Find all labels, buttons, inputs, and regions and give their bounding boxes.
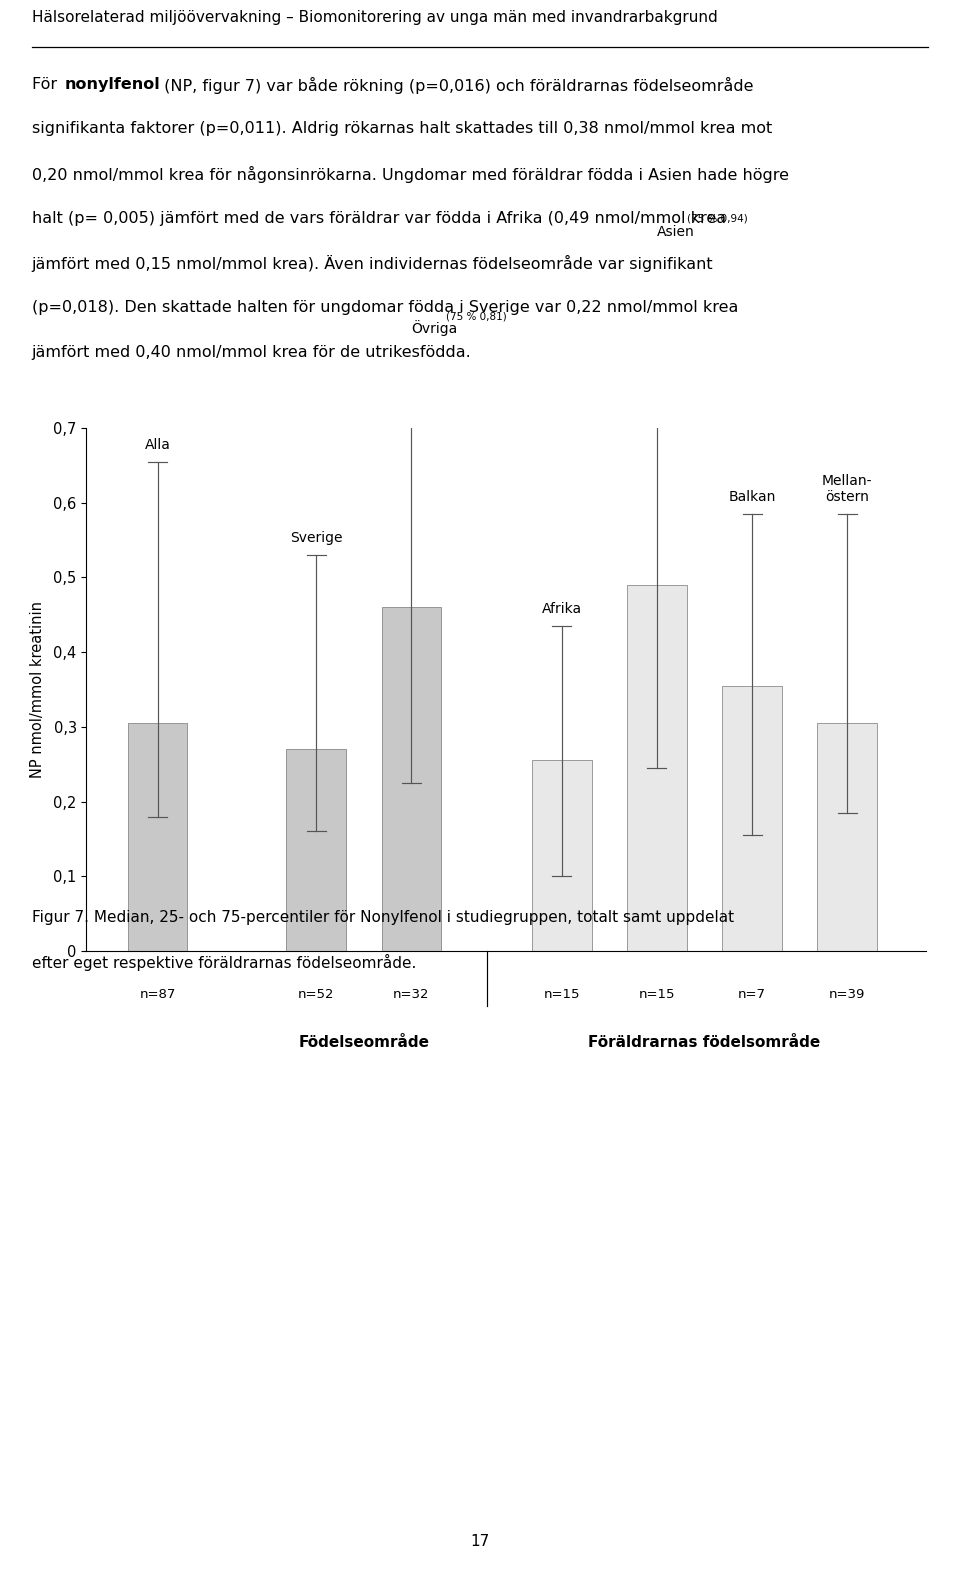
Text: n=15: n=15 — [638, 987, 675, 1000]
Text: Asien: Asien — [657, 225, 695, 239]
Text: Mellan-
östern: Mellan- östern — [822, 474, 873, 504]
Text: Afrika: Afrika — [541, 602, 582, 617]
Text: efter eget respektive föräldrarnas födelseområde.: efter eget respektive föräldrarnas födel… — [32, 954, 416, 972]
Y-axis label: NP nmol/mmol kreatinin: NP nmol/mmol kreatinin — [30, 601, 45, 778]
Text: 0,20 nmol/mmol krea för någonsinrökarna. Ungdomar med föräldrar födda i Asien ha: 0,20 nmol/mmol krea för någonsinrökarna.… — [32, 166, 789, 182]
Bar — [627, 585, 686, 951]
Text: För: För — [32, 76, 62, 92]
Text: n=39: n=39 — [829, 987, 865, 1000]
Text: Figur 7. Median, 25- och 75-percentiler för Nonylfenol i studiegruppen, totalt s: Figur 7. Median, 25- och 75-percentiler … — [32, 910, 733, 926]
Text: signifikanta faktorer (p=0,011). Aldrig rökarnas halt skattades till 0,38 nmol/m: signifikanta faktorer (p=0,011). Aldrig … — [32, 122, 772, 136]
Text: Sverige: Sverige — [290, 531, 343, 545]
Text: n=52: n=52 — [298, 987, 334, 1000]
Text: n=87: n=87 — [139, 987, 176, 1000]
Text: (NP, figur 7) var både rökning (p=0,016) och föräldrarnas födelseområde: (NP, figur 7) var både rökning (p=0,016)… — [159, 76, 754, 94]
Text: (75 % 0,94): (75 % 0,94) — [686, 214, 748, 223]
Text: (p=0,018). Den skattade halten för ungdomar födda i Sverige var 0,22 nmol/mmol k: (p=0,018). Den skattade halten för ungdo… — [32, 300, 738, 315]
Text: nonylfenol: nonylfenol — [64, 76, 160, 92]
Bar — [128, 723, 187, 951]
Bar — [817, 723, 876, 951]
Text: Hälsorelaterad miljöövervakning – Biomonitorering av unga män med invandrarbakgr: Hälsorelaterad miljöövervakning – Biomon… — [32, 11, 717, 25]
Text: Övriga: Övriga — [411, 320, 458, 336]
Text: 17: 17 — [470, 1534, 490, 1549]
Text: Födelseområde: Födelseområde — [299, 1035, 429, 1049]
Text: n=32: n=32 — [393, 987, 429, 1000]
Text: Balkan: Balkan — [729, 490, 776, 504]
Text: n=7: n=7 — [738, 987, 766, 1000]
Text: (75 % 0,81): (75 % 0,81) — [446, 311, 507, 322]
Text: halt (p= 0,005) jämfört med de vars föräldrar var födda i Afrika (0,49 nmol/mmol: halt (p= 0,005) jämfört med de vars förä… — [32, 211, 726, 225]
Text: jämfört med 0,40 nmol/mmol krea för de utrikesfödda.: jämfört med 0,40 nmol/mmol krea för de u… — [32, 344, 471, 360]
Text: jämfört med 0,15 nmol/mmol krea). Även individernas födelseområde var signifikan: jämfört med 0,15 nmol/mmol krea). Även i… — [32, 255, 713, 273]
Bar — [286, 750, 346, 951]
Bar — [381, 607, 441, 951]
Text: n=15: n=15 — [543, 987, 580, 1000]
Text: Föräldrarnas födelsområde: Föräldrarnas födelsområde — [588, 1035, 821, 1049]
Bar — [532, 761, 591, 951]
Bar — [722, 686, 781, 951]
Text: Alla: Alla — [145, 437, 171, 452]
